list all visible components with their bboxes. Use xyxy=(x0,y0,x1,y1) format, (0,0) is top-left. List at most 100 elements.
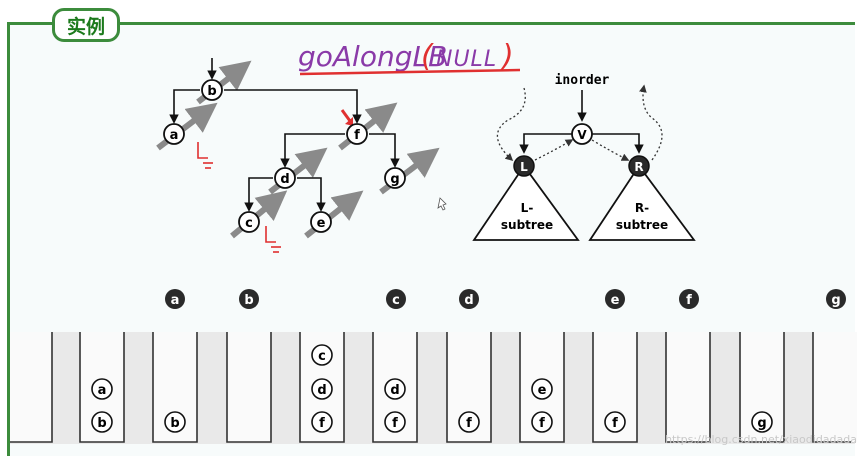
stack-item-label: c xyxy=(318,349,326,364)
stack-item-label: g xyxy=(757,416,766,431)
stack-item-label: f xyxy=(539,416,545,431)
tree-node-g: g xyxy=(384,167,406,189)
svg-text:c: c xyxy=(245,216,253,231)
output-node-label: e xyxy=(611,293,620,308)
output-node-label: f xyxy=(686,293,692,308)
stack-state: df xyxy=(372,332,418,443)
current-pointer-arrow xyxy=(340,109,353,126)
right-subtree-label-2: subtree xyxy=(616,218,668,232)
output-node-label: g xyxy=(831,293,840,308)
inorder-label: inorder xyxy=(555,73,610,88)
stack-item: b xyxy=(91,411,113,433)
stack-walls xyxy=(372,332,418,443)
stack-item-label: b xyxy=(170,416,179,431)
stack-state: f xyxy=(592,332,638,443)
output-node: g xyxy=(826,289,846,309)
stack-state: ef xyxy=(519,332,565,443)
tree-node-a: a xyxy=(163,123,185,145)
stack-state xyxy=(10,332,53,443)
stack-state: ab xyxy=(79,332,125,443)
stack-item: d xyxy=(311,378,333,400)
stack-item-label: d xyxy=(390,383,399,398)
stack-walls xyxy=(10,332,53,443)
stack-item-label: b xyxy=(97,416,106,431)
stack-item-label: f xyxy=(319,416,325,431)
stack-item: e xyxy=(531,378,553,400)
stack-item: c xyxy=(311,344,333,366)
svg-text:V: V xyxy=(577,128,587,142)
stack-walls xyxy=(519,332,565,443)
svg-text:d: d xyxy=(280,172,289,187)
annotation-arg: NULL xyxy=(436,47,497,72)
stack-state: c d f xyxy=(299,332,345,443)
output-node: d xyxy=(459,289,479,309)
output-node: c xyxy=(386,289,406,309)
svg-text:L: L xyxy=(520,160,528,174)
tree-node-b: b xyxy=(201,79,223,101)
svg-text:b: b xyxy=(207,84,216,99)
right-subtree-label-1: R- xyxy=(635,201,649,215)
left-subtree-label-1: L- xyxy=(521,201,534,215)
tree-node-d: d xyxy=(274,167,296,189)
schema-node-l: L xyxy=(513,155,535,177)
stack-state: f xyxy=(446,332,492,443)
tree-edges xyxy=(169,58,400,212)
null-ground-a xyxy=(197,142,208,159)
output-node: b xyxy=(239,289,259,309)
svg-text:a: a xyxy=(170,128,179,143)
edge-b-f xyxy=(224,89,362,124)
stack-box xyxy=(813,332,857,442)
left-subtree-triangle xyxy=(472,164,580,241)
stack-walls xyxy=(665,332,711,443)
left-subtree-label-2: subtree xyxy=(501,218,553,232)
output-node: f xyxy=(679,289,699,309)
stack-strip-bg xyxy=(10,332,855,444)
svg-text:R: R xyxy=(634,160,643,174)
annotation-paren-open: ( xyxy=(421,39,434,74)
stack-walls xyxy=(299,332,345,443)
annotation-fn-name: goAlongLB xyxy=(298,40,447,73)
annotation-paren-close: ) xyxy=(500,39,514,74)
watermark: https://blog.csdn.net/xiaodidadada xyxy=(665,433,857,446)
stack-walls xyxy=(592,332,638,443)
tree-node-c: c xyxy=(238,211,260,233)
tree-node-f: f xyxy=(346,123,368,145)
stack-state xyxy=(665,332,711,443)
mouse-cursor-icon xyxy=(437,197,447,211)
tree-nodes: b a f d g c e xyxy=(163,79,406,233)
svg-text:e: e xyxy=(317,216,326,231)
output-node: e xyxy=(605,289,625,309)
schema-node-v: V xyxy=(571,123,593,145)
svg-text:g: g xyxy=(390,172,399,187)
output-sequence: a b c d e f g xyxy=(165,289,846,309)
stack-item: b xyxy=(164,411,186,433)
stack-state xyxy=(226,332,272,443)
stack-walls xyxy=(152,332,198,443)
inorder-schema: inorder L- subtree R- subtree V L R xyxy=(472,73,696,241)
null-symbols xyxy=(197,142,281,253)
title-text: 实例 xyxy=(66,15,105,38)
stack-item: a xyxy=(91,378,113,400)
stack-item: f xyxy=(458,411,480,433)
edge-f-d xyxy=(280,133,345,168)
edge-b-a xyxy=(169,89,200,124)
stack-item: g xyxy=(751,411,773,433)
stack-state: g xyxy=(739,332,785,443)
null-ground-c xyxy=(265,226,276,243)
stack-walls xyxy=(226,332,272,443)
svg-text:f: f xyxy=(354,128,360,143)
output-node-label: d xyxy=(464,293,473,308)
stack-item: f xyxy=(531,411,553,433)
output-node-label: b xyxy=(244,293,253,308)
annotation: goAlongLB ( NULL ) xyxy=(298,39,521,76)
edge-d-e xyxy=(297,177,326,212)
stack-item-label: d xyxy=(317,383,326,398)
edge-f-g xyxy=(369,133,400,168)
stack-walls xyxy=(446,332,492,443)
stack-box xyxy=(227,332,271,442)
stack-box xyxy=(666,332,710,442)
right-subtree-triangle xyxy=(588,164,696,241)
stack-item-label: e xyxy=(538,383,547,398)
stack-box xyxy=(10,332,52,442)
